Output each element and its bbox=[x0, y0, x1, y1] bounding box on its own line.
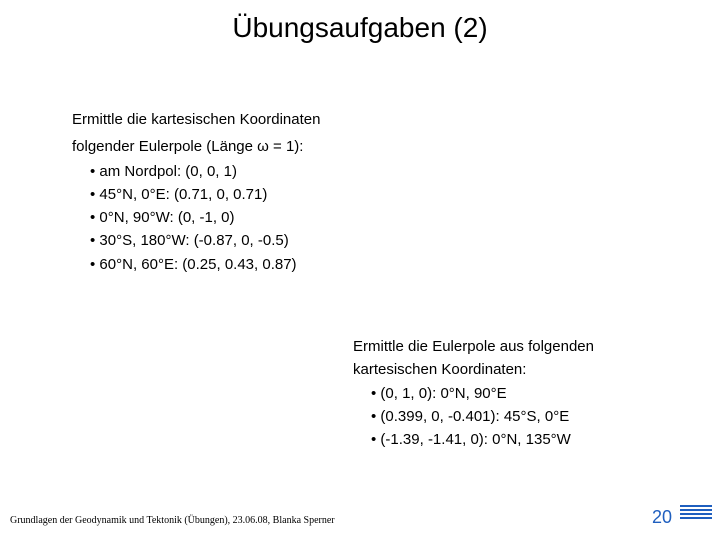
block2-intro-line1: Ermittle die Eulerpole aus folgenden bbox=[353, 335, 594, 358]
exercise-block-1: Ermittle die kartesischen Koordinaten fo… bbox=[72, 108, 320, 276]
block1-intro-line2: folgender Eulerpole (Länge ω = 1): bbox=[72, 135, 320, 158]
block1-list: am Nordpol: (0, 0, 1) 45°N, 0°E: (0.71, … bbox=[72, 160, 320, 276]
block1-line2-pre: folgender Eulerpole (Länge bbox=[72, 138, 257, 155]
exercise-block-2: Ermittle die Eulerpole aus folgenden kar… bbox=[353, 335, 594, 451]
list-item: 45°N, 0°E: (0.71, 0, 0.71) bbox=[90, 183, 320, 206]
block1-intro-line1: Ermittle die kartesischen Koordinaten bbox=[72, 108, 320, 131]
corner-decoration bbox=[676, 501, 712, 526]
block2-intro-line2: kartesischen Koordinaten: bbox=[353, 358, 594, 381]
stripes-icon bbox=[676, 501, 712, 521]
slide-title: Übungsaufgaben (2) bbox=[0, 0, 720, 44]
page-number: 20 bbox=[652, 507, 672, 528]
list-item: 30°S, 180°W: (-0.87, 0, -0.5) bbox=[90, 229, 320, 252]
list-item: 0°N, 90°W: (0, -1, 0) bbox=[90, 206, 320, 229]
block2-list: (0, 1, 0): 0°N, 90°E (0.399, 0, -0.401):… bbox=[353, 382, 594, 452]
list-item: (0, 1, 0): 0°N, 90°E bbox=[371, 382, 594, 405]
list-item: am Nordpol: (0, 0, 1) bbox=[90, 160, 320, 183]
footer-text: Grundlagen der Geodynamik und Tektonik (… bbox=[10, 515, 335, 526]
block1-line2-post: = 1): bbox=[269, 138, 304, 155]
list-item: (0.399, 0, -0.401): 45°S, 0°E bbox=[371, 405, 594, 428]
omega-symbol: ω bbox=[257, 138, 269, 155]
list-item: (-1.39, -1.41, 0): 0°N, 135°W bbox=[371, 428, 594, 451]
list-item: 60°N, 60°E: (0.25, 0.43, 0.87) bbox=[90, 253, 320, 276]
